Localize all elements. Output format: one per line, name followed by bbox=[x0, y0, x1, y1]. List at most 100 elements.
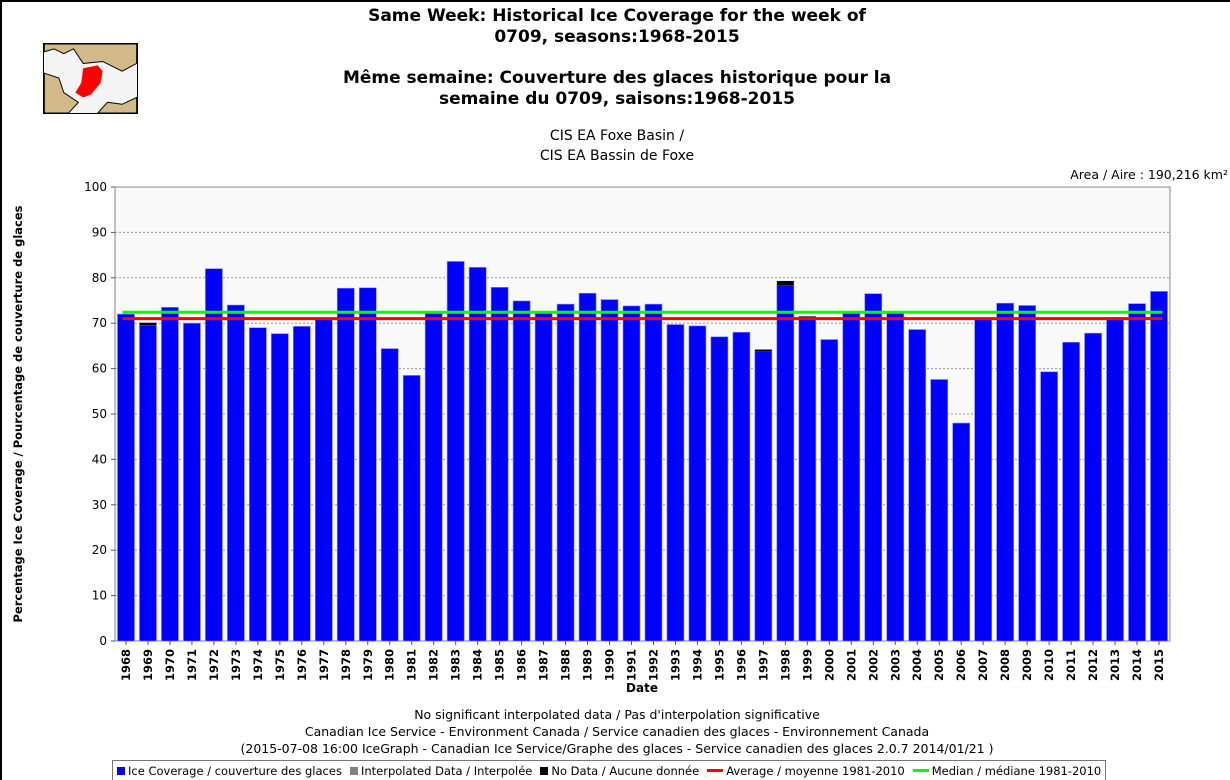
x-tick-label: 2012 bbox=[1086, 649, 1100, 681]
bar-ice-1997 bbox=[754, 350, 773, 642]
bar-ice-2002 bbox=[864, 293, 883, 642]
bar-ice-2000 bbox=[820, 339, 839, 642]
bar-ice-1994 bbox=[688, 325, 707, 642]
footer-line-3: (2015-07-08 16:00 IceGraph - Canadian Ic… bbox=[240, 741, 994, 756]
plot-area bbox=[114, 186, 1171, 642]
legend-item-nodata: No Data / Aucune donnée bbox=[540, 764, 699, 778]
x-tick-label: 1976 bbox=[295, 649, 309, 681]
bar-ice-2013 bbox=[1106, 316, 1124, 642]
title-en-2: 0709, seasons:1968-2015 bbox=[494, 27, 740, 47]
bar-nodata-1999 bbox=[798, 316, 816, 318]
x-tick-label: 1997 bbox=[756, 649, 770, 681]
y-tick-label: 50 bbox=[92, 407, 107, 421]
x-tick-label: 1999 bbox=[800, 649, 814, 681]
bar-ice-2008 bbox=[996, 302, 1014, 642]
x-tick-label: 1996 bbox=[734, 649, 748, 681]
x-tick-label: 1979 bbox=[361, 649, 375, 681]
bar-ice-1989 bbox=[578, 292, 597, 642]
x-tick-label: 1995 bbox=[712, 649, 726, 681]
y-tick-label: 20 bbox=[92, 543, 107, 557]
x-tick-label: 1990 bbox=[603, 649, 617, 681]
bar-ice-1987 bbox=[534, 311, 553, 642]
bar-ice-1968 bbox=[117, 313, 135, 642]
area-label: Area / Aire : 190,216 km² bbox=[1070, 167, 1228, 182]
x-tick-label: 2007 bbox=[976, 649, 990, 681]
bar-ice-1979 bbox=[358, 287, 377, 642]
y-tick-label: 80 bbox=[92, 271, 107, 285]
legend-item-median: Median / médiane 1981-2010 bbox=[912, 763, 1102, 778]
x-tick-label: 1984 bbox=[471, 649, 485, 681]
title-fr-2: semaine du 0709, saisons:1968-2015 bbox=[438, 89, 795, 109]
x-tick-label: 1993 bbox=[668, 649, 682, 681]
footer-line-2: Canadian Ice Service - Environment Canad… bbox=[304, 724, 930, 739]
x-tick-label: 1986 bbox=[515, 649, 529, 681]
x-tick-label: 1998 bbox=[778, 649, 792, 681]
bar-ice-1992 bbox=[644, 303, 663, 642]
x-tick-label: 1977 bbox=[317, 649, 331, 681]
bar-ice-2009 bbox=[1018, 305, 1036, 642]
x-tick-label: 2005 bbox=[932, 649, 946, 681]
bar-ice-2011 bbox=[1062, 341, 1080, 642]
x-tick-label: 1989 bbox=[581, 649, 595, 681]
x-tick-label: 2003 bbox=[888, 649, 902, 681]
x-tick-label: 1980 bbox=[383, 649, 397, 681]
bar-ice-1976 bbox=[293, 326, 311, 642]
bar-ice-2003 bbox=[886, 311, 905, 642]
x-tick-label: 2001 bbox=[844, 649, 858, 681]
x-tick-label: 2006 bbox=[954, 649, 968, 681]
bar-ice-1991 bbox=[622, 305, 641, 642]
y-tick-label: 70 bbox=[92, 316, 107, 330]
bar-ice-1985 bbox=[490, 287, 509, 642]
y-tick-label: 0 bbox=[99, 634, 107, 648]
x-tick-label: 2011 bbox=[1064, 649, 1078, 681]
x-tick-label: 2009 bbox=[1020, 649, 1034, 681]
x-tick-label: 1987 bbox=[537, 649, 551, 681]
x-tick-label: 1969 bbox=[141, 649, 155, 681]
bar-ice-1995 bbox=[710, 336, 729, 642]
bar-ice-2015 bbox=[1150, 291, 1168, 642]
x-tick-label: 2000 bbox=[822, 649, 836, 681]
bar-ice-1981 bbox=[402, 375, 421, 642]
bar-ice-2005 bbox=[930, 379, 949, 642]
ice-swatch-icon bbox=[117, 766, 125, 775]
average-line-icon bbox=[707, 769, 724, 772]
bar-ice-1975 bbox=[271, 333, 289, 642]
legend: Ice Coverage / couverture des glaces Int… bbox=[112, 760, 1107, 780]
legend-item-average: Average / moyenne 1981-2010 bbox=[707, 764, 905, 778]
bar-ice-1984 bbox=[468, 267, 487, 642]
y-tick-label: 100 bbox=[84, 180, 107, 194]
bar-nodata-1997 bbox=[754, 349, 772, 352]
bar-ice-2010 bbox=[1040, 371, 1058, 642]
x-tick-label: 1972 bbox=[207, 649, 221, 681]
legend-label: Median / médiane 1981-2010 bbox=[931, 763, 1102, 778]
y-axis-label: Percentage Ice Coverage / Pourcentage de… bbox=[11, 205, 25, 622]
bar-ice-1973 bbox=[227, 304, 245, 642]
y-tick-label: 10 bbox=[92, 589, 107, 603]
legend-item-interpolated: Interpolated Data / Interpolée bbox=[349, 764, 532, 778]
bar-ice-1990 bbox=[600, 299, 619, 642]
bar-ice-1977 bbox=[315, 319, 333, 642]
nodata-swatch-icon bbox=[540, 766, 549, 775]
y-tick-label: 90 bbox=[92, 225, 107, 239]
median-line-icon bbox=[912, 769, 929, 772]
x-tick-label: 1968 bbox=[119, 649, 133, 681]
title-en-1: Same Week: Historical Ice Coverage for t… bbox=[368, 6, 866, 26]
x-tick-label: 1991 bbox=[625, 649, 639, 681]
x-tick-label: 1981 bbox=[405, 649, 419, 681]
x-tick-label: 1971 bbox=[185, 649, 199, 681]
x-tick-label: 1974 bbox=[251, 649, 265, 681]
bar-ice-1998 bbox=[776, 285, 795, 642]
x-tick-label: 1985 bbox=[493, 649, 507, 681]
x-tick-label: 1970 bbox=[163, 649, 177, 681]
legend-label: Average / moyenne 1981-2010 bbox=[726, 763, 905, 778]
bar-ice-2001 bbox=[842, 311, 861, 642]
bar-chart: 0 10 20 30 40 50 60 70 80 90 100 1968 1969 1970 1971 19… bbox=[11, 180, 1171, 695]
bar-ice-1978 bbox=[336, 287, 355, 642]
x-tick-label: 1975 bbox=[273, 649, 287, 681]
bar-ice-1971 bbox=[183, 322, 201, 642]
x-tick-label: 1983 bbox=[449, 649, 463, 681]
bar-ice-1993 bbox=[666, 324, 685, 642]
x-tick-label: 1994 bbox=[690, 649, 704, 681]
bar-ice-1970 bbox=[161, 307, 179, 642]
